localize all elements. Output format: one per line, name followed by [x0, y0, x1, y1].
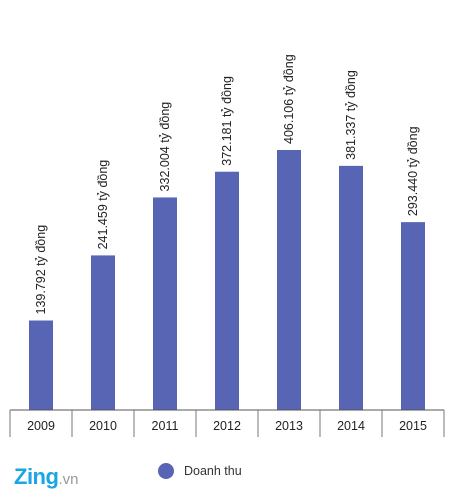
legend-label: Doanh thu	[184, 464, 242, 478]
x-tick-group: 2009 2010 2011 2012 2013 2014 2015	[9, 410, 445, 437]
bar-2012	[215, 171, 239, 410]
bar-2010	[91, 255, 115, 410]
value-label-2009: 139.792 tỷ đồng	[34, 225, 48, 315]
zing-logo: Zing.vn	[14, 464, 79, 489]
value-label-2015: 293.440 tỷ đồng	[406, 126, 420, 216]
bars-group	[29, 150, 425, 410]
x-tick-label-2010: 2010	[89, 419, 117, 433]
value-label-2011: 332.004 tỷ đồng	[158, 102, 172, 192]
legend: Doanh thu	[158, 463, 242, 479]
value-label-2012: 372.181 tỷ đồng	[220, 76, 234, 166]
value-label-2013: 406.106 tỷ đồng	[282, 54, 296, 144]
bar-2013	[277, 150, 301, 410]
x-tick-label-2015: 2015	[399, 419, 427, 433]
value-label-2014: 381.337 tỷ đồng	[344, 70, 358, 160]
bar-2015	[401, 222, 425, 410]
x-tick-label-2011: 2011	[152, 419, 179, 433]
x-tick-label-2009: 2009	[27, 419, 55, 433]
legend-marker-icon	[158, 463, 174, 479]
bar-2009	[29, 320, 53, 410]
bar-2011	[153, 197, 177, 410]
x-tick-label-2014: 2014	[337, 419, 365, 433]
x-tick-label-2013: 2013	[275, 419, 303, 433]
bar-2014	[339, 165, 363, 410]
x-tick-label-2012: 2012	[213, 419, 241, 433]
value-label-2010: 241.459 tỷ đồng	[96, 160, 110, 250]
value-labels-group: 139.792 tỷ đồng 241.459 tỷ đồng 332.004 tỷ…	[34, 54, 420, 314]
